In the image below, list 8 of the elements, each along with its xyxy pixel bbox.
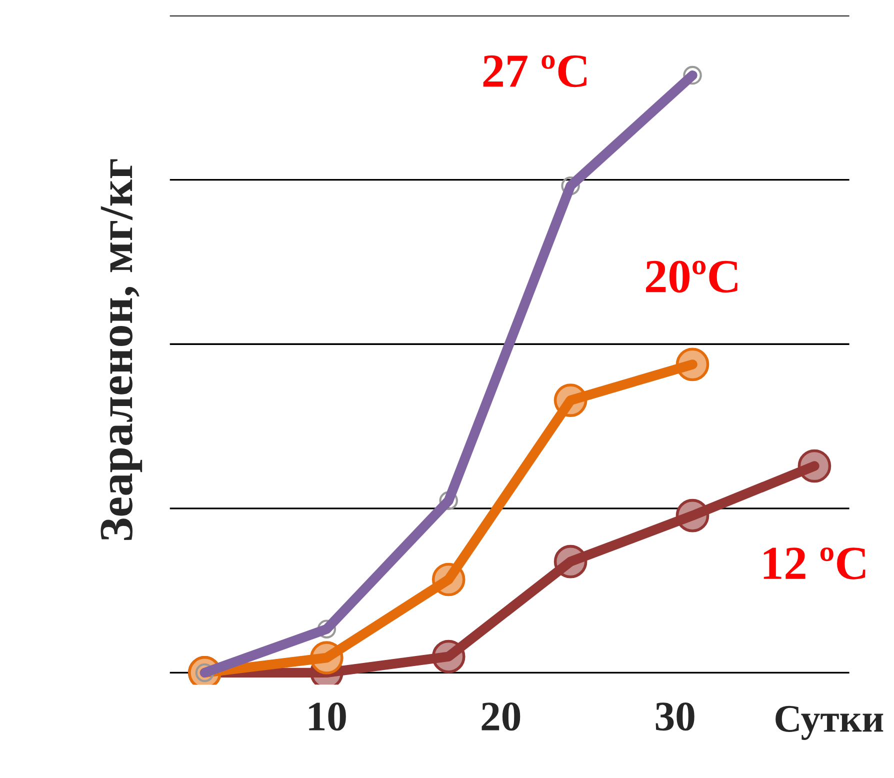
series-label: 20ºC xyxy=(646,260,738,293)
series-label: 12 ºC xyxy=(764,548,866,580)
x-tick-label: 30 xyxy=(656,702,694,731)
series-label: 27 ºC xyxy=(483,55,586,88)
y-axis-title: Зеараленон, мг/кг xyxy=(100,159,142,540)
x-axis-title: Сутки xyxy=(776,706,884,740)
x-tick-label: 20 xyxy=(482,702,520,731)
x-tick-label: 10 xyxy=(309,702,346,731)
